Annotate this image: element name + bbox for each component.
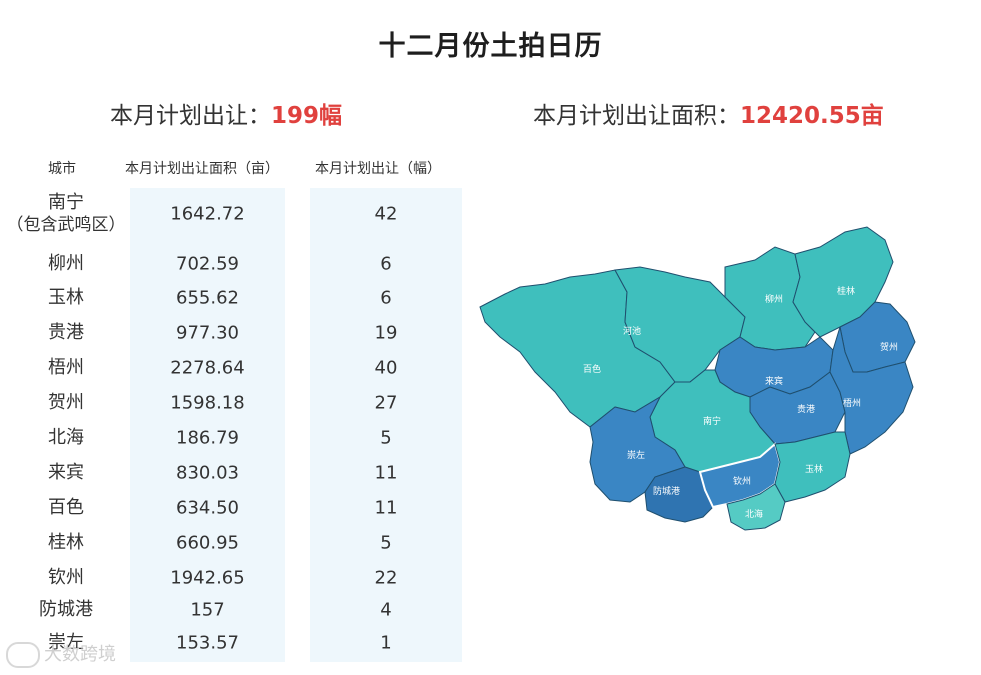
map-label-qinzhou: 钦州	[733, 475, 751, 487]
cell-area: 977.30	[176, 322, 239, 344]
map-label-nanning: 南宁	[703, 415, 721, 427]
table-row: 崇左 153.57 1	[0, 628, 470, 658]
cell-count: 6	[380, 287, 392, 309]
city-name: 南宁	[48, 192, 84, 213]
planned-plots-value: 199幅	[271, 103, 343, 129]
cell-count: 4	[380, 599, 392, 621]
cell-area: 1598.18	[170, 392, 245, 414]
cell-city: 防城港	[0, 599, 132, 621]
map-label-guigang: 贵港	[797, 403, 815, 415]
planned-plots-label: 本月计划出让：	[110, 103, 271, 129]
map-label-hezhou: 贺州	[880, 341, 898, 353]
cell-city: 桂林	[0, 532, 132, 554]
cell-city: 柳州	[0, 253, 132, 275]
table-row: 柳州 702.59 6	[0, 249, 470, 279]
cell-city: 崇左	[0, 632, 132, 654]
city-name: 柳州	[48, 253, 84, 274]
table-row: 桂林 660.95 5	[0, 528, 470, 558]
cell-count: 1	[380, 632, 392, 654]
cell-area: 2278.64	[170, 357, 245, 379]
table-row: 南宁 （包含武鸣区） 1642.72 42	[0, 190, 470, 238]
cell-area: 1942.65	[170, 567, 245, 589]
table-row: 梧州 2278.64 40	[0, 353, 470, 383]
city-name: 百色	[48, 497, 84, 518]
map-label-fangchenggang: 防城港	[653, 485, 680, 497]
map-label-wuzhou: 梧州	[843, 397, 861, 409]
city-name: 桂林	[48, 532, 84, 553]
map-label-laibin: 来宾	[765, 375, 783, 387]
city-name: 钦州	[48, 567, 84, 588]
city-name: 防城港	[39, 599, 93, 620]
cell-area: 830.03	[176, 462, 239, 484]
cell-area: 634.50	[176, 497, 239, 519]
table-row: 钦州 1942.65 22	[0, 563, 470, 593]
map-label-chongzuo: 崇左	[627, 449, 645, 461]
count-column-background	[310, 188, 462, 662]
planned-plots-summary: 本月计划出让：199幅	[110, 96, 342, 130]
watermark-logo-icon	[6, 642, 40, 668]
city-name: 玉林	[48, 287, 84, 308]
city-name: 来宾	[48, 462, 84, 483]
table-row: 来宾 830.03 11	[0, 458, 470, 488]
cell-count: 5	[380, 532, 392, 554]
map-label-guilin: 桂林	[837, 285, 855, 297]
table-row: 百色 634.50 11	[0, 493, 470, 523]
planned-area-label: 本月计划出让面积：	[533, 103, 740, 129]
watermark: 大数跨境	[6, 640, 116, 668]
table-row: 贺州 1598.18 27	[0, 388, 470, 418]
city-name: 贺州	[48, 392, 84, 413]
cell-city: 南宁 （包含武鸣区）	[0, 192, 132, 236]
city-name: 贵港	[48, 322, 84, 343]
cell-area: 186.79	[176, 427, 239, 449]
cell-count: 27	[374, 392, 398, 414]
city-name: 梧州	[48, 357, 84, 378]
page-title: 十二月份土拍日历	[378, 31, 603, 62]
map-label-liuzhou: 柳州	[765, 293, 783, 305]
cell-area: 1642.72	[170, 203, 245, 225]
map-label-beihai: 北海	[745, 508, 763, 520]
cell-city: 百色	[0, 497, 132, 519]
cell-city: 贺州	[0, 392, 132, 414]
cell-area: 702.59	[176, 253, 239, 275]
cell-city: 梧州	[0, 357, 132, 379]
cell-city: 来宾	[0, 462, 132, 484]
header-city: 城市	[48, 161, 76, 177]
city-name: 崇左	[48, 632, 84, 653]
cell-city: 贵港	[0, 322, 132, 344]
cell-count: 5	[380, 427, 392, 449]
table-row: 防城港 157 4	[0, 595, 470, 625]
header-count: 本月计划出让（幅）	[315, 161, 441, 177]
map-label-hechi: 河池	[623, 325, 641, 337]
city-subtitle: （包含武鸣区）	[6, 215, 126, 235]
cell-city: 钦州	[0, 567, 132, 589]
cell-count: 22	[374, 567, 398, 589]
cell-count: 19	[374, 322, 398, 344]
watermark-text: 大数跨境	[44, 644, 116, 665]
cell-count: 11	[374, 462, 398, 484]
city-name: 北海	[48, 427, 84, 448]
map-label-yulin: 玉林	[805, 463, 823, 475]
planned-area-value: 12420.55亩	[740, 103, 884, 129]
table-row: 玉林 655.62 6	[0, 283, 470, 313]
table-row: 北海 186.79 5	[0, 423, 470, 453]
cell-city: 玉林	[0, 287, 132, 309]
table-row: 贵港 977.30 19	[0, 318, 470, 348]
header-area: 本月计划出让面积（亩）	[125, 161, 279, 177]
cell-area: 655.62	[176, 287, 239, 309]
area-column-background	[130, 188, 285, 662]
map-label-baise: 百色	[583, 363, 601, 375]
cell-count: 11	[374, 497, 398, 519]
planned-area-summary: 本月计划出让面积：12420.55亩	[533, 96, 884, 130]
region-wuzhou	[829, 326, 914, 455]
cell-count: 6	[380, 253, 392, 275]
cell-city: 北海	[0, 427, 132, 449]
cell-area: 660.95	[176, 532, 239, 554]
cell-area: 153.57	[176, 632, 239, 654]
guangxi-map: 桂林 柳州 河池 百色 贺州 来宾 贵港 梧州 南宁 崇左 玉林 钦州 防城港 …	[479, 226, 916, 531]
region-beihai	[726, 483, 786, 531]
cell-area: 157	[190, 599, 225, 621]
cell-count: 40	[374, 357, 398, 379]
cell-count: 42	[374, 203, 398, 225]
